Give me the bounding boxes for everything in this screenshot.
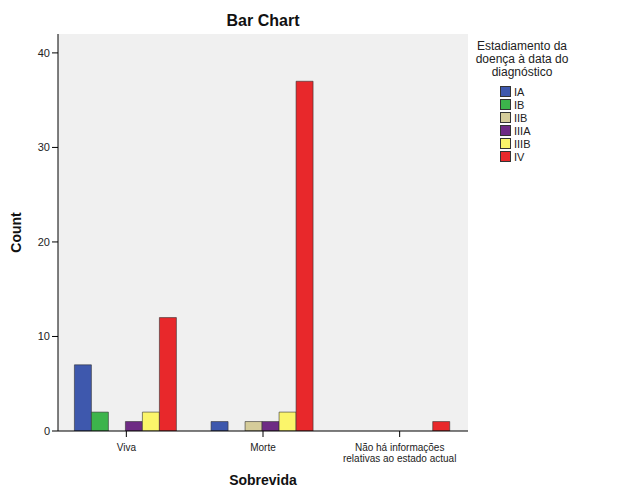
svg-text:Morte: Morte bbox=[250, 442, 276, 453]
html-text:IIB: IIB bbox=[514, 111, 528, 124]
html-text:Bar Chart: Bar Chart bbox=[226, 12, 300, 29]
svg-text:Count: Count bbox=[8, 212, 24, 253]
svg-text:Não há informações: Não há informações bbox=[355, 442, 445, 453]
html-text:Estadiamento da doença à data: Estadiamento da doença à data do diagnós… bbox=[475, 39, 569, 79]
svg-text:relativas ao estado actual: relativas ao estado actual bbox=[343, 453, 456, 464]
html-text:IV: IV bbox=[514, 150, 525, 163]
html-text:IIIB: IIIB bbox=[514, 137, 531, 150]
svg-text:0: 0 bbox=[44, 425, 50, 437]
svg-text:40: 40 bbox=[38, 47, 50, 59]
svg-text:20: 20 bbox=[38, 236, 50, 248]
svg-text:10: 10 bbox=[38, 330, 50, 342]
svg-text:30: 30 bbox=[38, 141, 50, 153]
html-text:IIIA: IIIA bbox=[514, 124, 531, 137]
svg-text:Viva: Viva bbox=[117, 442, 137, 453]
svg-text:Sobrevida: Sobrevida bbox=[229, 472, 297, 488]
html-text:IA: IA bbox=[514, 85, 525, 98]
html-text:IB: IB bbox=[514, 98, 525, 111]
